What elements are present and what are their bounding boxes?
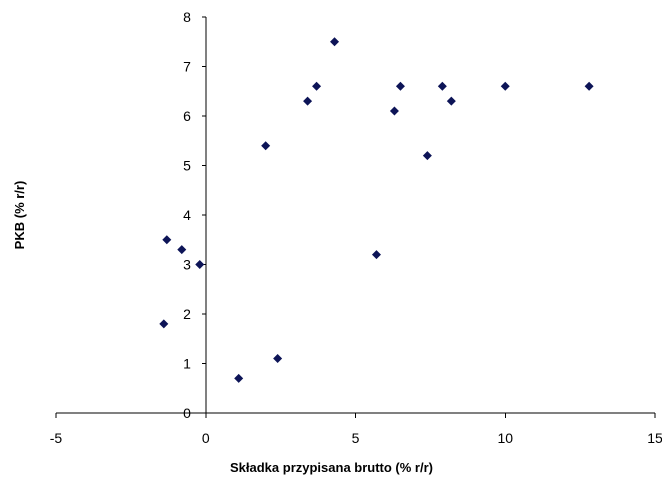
x-tick-label: 0 — [202, 430, 210, 446]
y-tick-label: 7 — [183, 59, 191, 75]
data-point — [261, 141, 271, 151]
y-tick-label: 0 — [183, 405, 191, 421]
x-tick-label: -5 — [50, 430, 63, 446]
x-tick-label: 5 — [352, 430, 360, 446]
data-point — [371, 250, 381, 260]
data-point — [330, 37, 340, 47]
data-point — [395, 81, 405, 91]
data-points — [159, 37, 594, 383]
data-point — [234, 373, 244, 383]
data-point — [500, 81, 510, 91]
y-tick-label: 3 — [183, 257, 191, 273]
y-ticks: 0 1 2 3 4 5 6 7 8 — [183, 9, 206, 421]
axes — [56, 17, 655, 414]
x-tick-label: 15 — [647, 430, 662, 446]
data-point — [162, 235, 172, 245]
data-point — [389, 106, 399, 116]
x-axis-title: Składka przypisana brutto (% r/r) — [230, 460, 433, 475]
data-point — [584, 81, 594, 91]
y-tick-label: 6 — [183, 108, 191, 124]
data-point — [446, 96, 456, 106]
y-tick-label: 8 — [183, 9, 191, 25]
data-point — [273, 354, 283, 364]
y-tick-label: 4 — [183, 207, 191, 223]
data-point — [177, 245, 187, 255]
data-point — [312, 81, 322, 91]
y-tick-label: 5 — [183, 158, 191, 174]
data-point — [159, 319, 169, 329]
data-point — [303, 96, 313, 106]
y-tick-label: 2 — [183, 306, 191, 322]
x-ticks: -5 0 5 10 15 — [50, 413, 662, 446]
data-point — [437, 81, 447, 91]
y-tick-label: 1 — [183, 356, 191, 372]
y-axis-title: PKB (% r/r) — [12, 181, 27, 250]
x-tick-label: 10 — [497, 430, 513, 446]
data-point — [422, 151, 432, 161]
data-point — [195, 260, 205, 269]
